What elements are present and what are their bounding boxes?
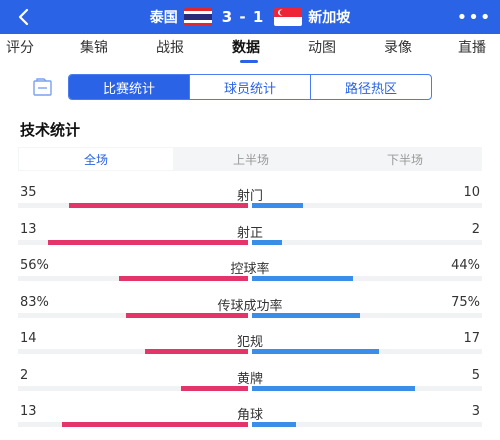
active-tab-indicator — [240, 60, 258, 63]
stat-away-value: 5 — [471, 367, 480, 383]
home-bar — [61, 422, 248, 427]
stat-row: 传球成功率 83% 75% — [0, 295, 500, 331]
home-bar-track — [18, 276, 248, 281]
stat-away-value: 3 — [471, 404, 480, 419]
away-bar — [252, 276, 354, 281]
stat-home-value: 13 — [20, 221, 37, 237]
away-bar-track — [252, 385, 482, 391]
more-icon: ••• — [456, 6, 492, 28]
home-bar-track — [18, 422, 248, 427]
period-tabs: 全场 上半场 下半场 — [18, 147, 482, 171]
away-bar-track — [252, 422, 482, 427]
stat-home-value: 14 — [20, 331, 37, 346]
stats-type-switch: 比赛统计 球员统计 路径热区 — [68, 74, 432, 100]
stat-row: 角球 13 3 — [0, 404, 500, 440]
stat-row: 黄牌 2 5 — [0, 368, 500, 404]
match-score: 3 - 1 — [221, 8, 265, 26]
away-bar-track — [252, 349, 482, 354]
away-bar — [252, 422, 296, 427]
more-options-button[interactable]: ••• — [457, 6, 491, 28]
home-bar — [144, 349, 248, 354]
stat-row: 射门 35 10 — [0, 185, 500, 221]
home-bar — [68, 203, 248, 208]
away-bar — [252, 349, 379, 354]
stat-away-value: 10 — [463, 185, 480, 200]
stat-away-value: 17 — [463, 331, 480, 346]
tab-rating[interactable]: 评分 — [6, 40, 34, 56]
home-bar-track — [18, 312, 248, 318]
stat-name: 黄牌 — [236, 371, 263, 387]
tab-live[interactable]: 直播 — [458, 40, 486, 56]
stat-home-value: 83% — [20, 294, 49, 310]
away-bar-track — [252, 203, 482, 208]
tab-gifs[interactable]: 动图 — [308, 40, 336, 56]
document-icon[interactable] — [32, 77, 54, 97]
away-bar — [252, 385, 416, 391]
home-bar-track — [18, 349, 248, 354]
match-header: 泰国 3 - 1 新加坡 ••• — [0, 0, 500, 34]
match-score-bar: 泰国 3 - 1 新加坡 — [0, 0, 500, 34]
period-tab-second-half[interactable]: 下半场 — [386, 152, 423, 167]
stat-home-value: 2 — [20, 367, 29, 383]
home-bar — [181, 385, 248, 391]
stat-name: 角球 — [236, 408, 263, 423]
chevron-left-icon — [18, 8, 29, 26]
stat-row: 犯规 14 17 — [0, 331, 500, 367]
home-team-name: 泰国 — [149, 10, 178, 26]
tab-data[interactable]: 数据 — [232, 40, 260, 56]
away-bar — [252, 239, 282, 245]
singapore-flag-icon — [274, 8, 303, 26]
tab-report[interactable]: 战报 — [156, 40, 184, 56]
away-bar — [252, 203, 303, 208]
stat-home-value: 13 — [20, 404, 37, 419]
stat-home-value: 35 — [20, 185, 37, 200]
stat-row: 射正 13 2 — [0, 222, 500, 258]
heatmap-button[interactable]: 路径热区 — [344, 81, 397, 97]
stat-home-value: 56% — [20, 258, 49, 273]
period-tab-first-half[interactable]: 上半场 — [232, 152, 269, 167]
home-bar — [119, 276, 248, 281]
back-button[interactable] — [10, 4, 36, 30]
home-bar-track — [18, 239, 248, 245]
match-stats-button[interactable]: 比赛统计 — [69, 75, 190, 99]
away-bar-track — [252, 312, 482, 318]
home-bar — [126, 312, 248, 318]
player-stats-button[interactable]: 球员统计 — [190, 75, 311, 99]
away-bar-track — [252, 239, 482, 245]
stat-name: 控球率 — [230, 262, 270, 277]
stat-name: 射门 — [236, 189, 263, 204]
stat-away-value: 2 — [471, 221, 480, 237]
section-title: 技术统计 — [20, 121, 81, 139]
stat-name: 射正 — [236, 225, 263, 241]
tab-replay[interactable]: 录像 — [384, 40, 412, 56]
stat-away-value: 44% — [451, 258, 480, 273]
stat-name: 犯规 — [236, 335, 263, 350]
thailand-flag-icon — [183, 8, 212, 26]
stat-name: 传球成功率 — [217, 298, 283, 314]
home-bar-track — [18, 385, 248, 391]
home-bar — [47, 239, 248, 245]
away-team-name: 新加坡 — [308, 10, 351, 26]
home-bar-track — [18, 203, 248, 208]
away-bar-track — [252, 276, 482, 281]
stat-away-value: 75% — [451, 294, 480, 310]
period-tab-full[interactable]: 全场 — [19, 148, 173, 170]
tab-highlights[interactable]: 集锦 — [80, 40, 108, 56]
away-bar — [252, 312, 361, 318]
main-tabs: 评分 集锦 战报 数据 动图 录像 直播 — [0, 34, 500, 64]
stat-row: 控球率 56% 44% — [0, 258, 500, 294]
